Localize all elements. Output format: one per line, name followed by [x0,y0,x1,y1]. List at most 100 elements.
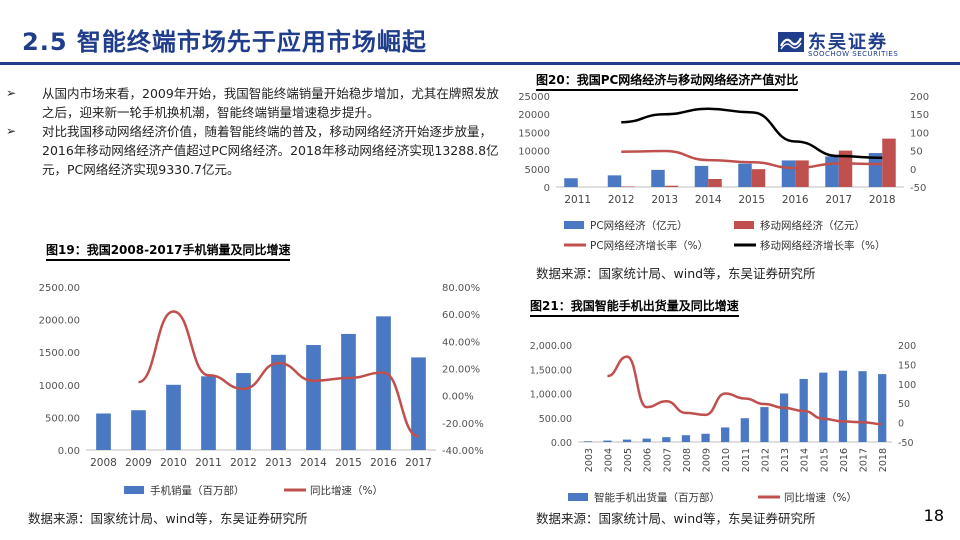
bar [751,169,766,187]
bar [779,393,789,442]
legend-swatch [564,221,584,229]
bar [694,165,709,187]
bullet-list: ➢ 从国内市场来看，2009年开始，我国智能终端销量开始稳步增加，尤其在牌照发放… [6,84,506,179]
x-axis-tick-label: 2012 [608,194,635,206]
bar [721,427,730,442]
bar [858,371,867,442]
fig20-source: 数据来源：国家统计局、wind等，东吴证券研究所 [536,266,816,281]
series-line [621,149,883,170]
right-axis-tick-label: 150 [910,110,929,121]
fig21-title: 图21：我国智能手机出货量及同比增速 [530,298,739,317]
bar [341,333,356,450]
left-axis-tick-label: 2000.00 [39,316,80,327]
right-axis-tick-label: 0.00% [442,392,474,403]
fig21-chart: 0.00 500.00 1,000.00 1,500.00 2,000.00 -50 0 50… [530,341,916,504]
legend-label: 智能手机出货量（百万部） [594,491,720,504]
bar [701,433,710,442]
right-axis-tick-label: 80.00% [442,283,480,294]
x-axis-tick-label: 2008 [682,448,693,472]
bar [738,163,752,187]
left-axis-tick-label: 25000 [518,92,550,103]
x-axis-tick-label: 2016 [370,457,397,469]
x-axis-tick-label: 2006 [643,448,654,472]
x-axis-tick-label: 2017 [825,194,852,206]
bar [740,418,749,442]
right-axis-tick-label: -50 [910,183,926,194]
right-axis-tick-label: 0 [910,165,916,176]
right-axis-tick-label: -40.00% [442,446,484,457]
x-axis-tick-label: 2018 [878,448,889,472]
bar [236,373,251,450]
bullet-item: ➢ 从国内市场来看，2009年开始，我国智能终端销量开始稳步增加，尤其在牌照发放… [6,84,506,122]
x-axis-tick-label: 2009 [702,448,713,472]
bullet-text: 从国内市场来看，2009年开始，我国智能终端销量开始稳步增加，尤其在牌照发放之后… [42,86,499,120]
bar [583,441,592,442]
left-axis-tick-label: 5000 [525,165,550,176]
left-axis-tick-label: 1500.00 [39,348,80,359]
arrow-bullet-icon: ➢ [6,124,17,138]
x-axis-tick-label: 2015 [738,194,765,206]
x-axis-tick-label: 2010 [160,457,187,469]
legend-label: PC网络经济增长率（%） [590,239,708,252]
bar [607,175,622,187]
x-axis-tick-label: 2013 [780,448,791,472]
fig19-title: 图19：我国2008-2017手机销量及同比增速 [46,242,291,261]
fig19-chart: 0.00 500.00 1000.00 1500.00 2000.00 2500.00 -4… [39,283,484,497]
fig19-source: 数据来源：国家统计局、wind等，东吴证券研究所 [28,511,308,526]
logo-mark-icon [778,32,804,52]
bar [838,150,853,187]
bar [662,437,671,442]
bullet-text: 对比我国移动网络经济价值，随着智能终端的普及，移动网络经济开始逐步放量，2016… [42,124,499,177]
x-axis-tick-label: 2014 [695,194,722,206]
right-axis-tick-label: 50 [898,399,910,410]
logo-text-en: SOOCHOW SECURITIES [808,50,899,58]
bar [795,160,809,187]
right-axis-tick-label: 60.00% [442,310,480,321]
legend-label: 同比增速（%） [310,484,383,497]
x-axis-tick-label: 2017 [405,457,432,469]
x-axis-tick-label: 2018 [869,194,896,206]
series-line [607,355,883,426]
right-axis-tick-label: -20.00% [442,419,484,430]
x-axis-tick-label: 2016 [782,194,809,206]
x-axis-tick-label: 2004 [603,448,614,472]
legend-swatch [568,493,588,501]
x-axis-tick-label: 2012 [760,448,771,472]
right-axis-tick-label: 100 [898,380,916,391]
x-axis-tick-label: 2005 [623,448,634,472]
legend-label: 同比增速（%） [784,491,857,504]
bar [868,153,883,187]
x-axis-tick-label: 2009 [125,457,152,469]
left-axis-tick-label: 1,000.00 [530,390,572,401]
x-axis-tick-label: 2013 [651,194,678,206]
logo-text-cn: 东吴证券 [808,32,888,53]
x-axis-tick-label: 2015 [335,457,362,469]
right-axis-tick-label: 0 [898,419,904,430]
left-axis-tick-label: 500.00 [539,414,572,425]
bar [664,185,679,187]
x-axis-tick-label: 2011 [741,448,752,472]
right-axis-tick-label: 200 [898,341,916,352]
left-axis-tick-label: 15000 [518,128,550,139]
brand-logo: 东吴证券 SOOCHOW SECURITIES [778,30,918,60]
right-axis-tick-label: 20.00% [442,365,480,376]
fig20-chart: 0 5000 10000 15000 20000 25000 -50 0 50 100 150 200… [518,92,929,252]
bar [819,372,828,442]
x-axis-tick-label: 2015 [819,448,830,472]
right-axis-tick-label: -50 [898,438,914,449]
x-axis-tick-label: 2011 [564,194,591,206]
left-axis-tick-label: 1,500.00 [530,365,572,376]
left-axis-tick-label: 0.00 [551,438,572,449]
x-axis-tick-label: 2017 [859,448,870,472]
bar [376,316,391,450]
x-axis-tick-label: 2013 [265,457,292,469]
bar [131,410,146,450]
bar [651,169,665,187]
right-axis-tick-label: 100 [910,128,929,139]
left-axis-tick-label: 20000 [518,110,550,121]
page-title: 2.5 智能终端市场先于应用市场崛起 [22,28,427,56]
bar [781,160,796,187]
bar [411,357,426,450]
legend-label: 手机销量（百万部） [150,484,245,497]
arrow-bullet-icon: ➢ [6,86,17,100]
